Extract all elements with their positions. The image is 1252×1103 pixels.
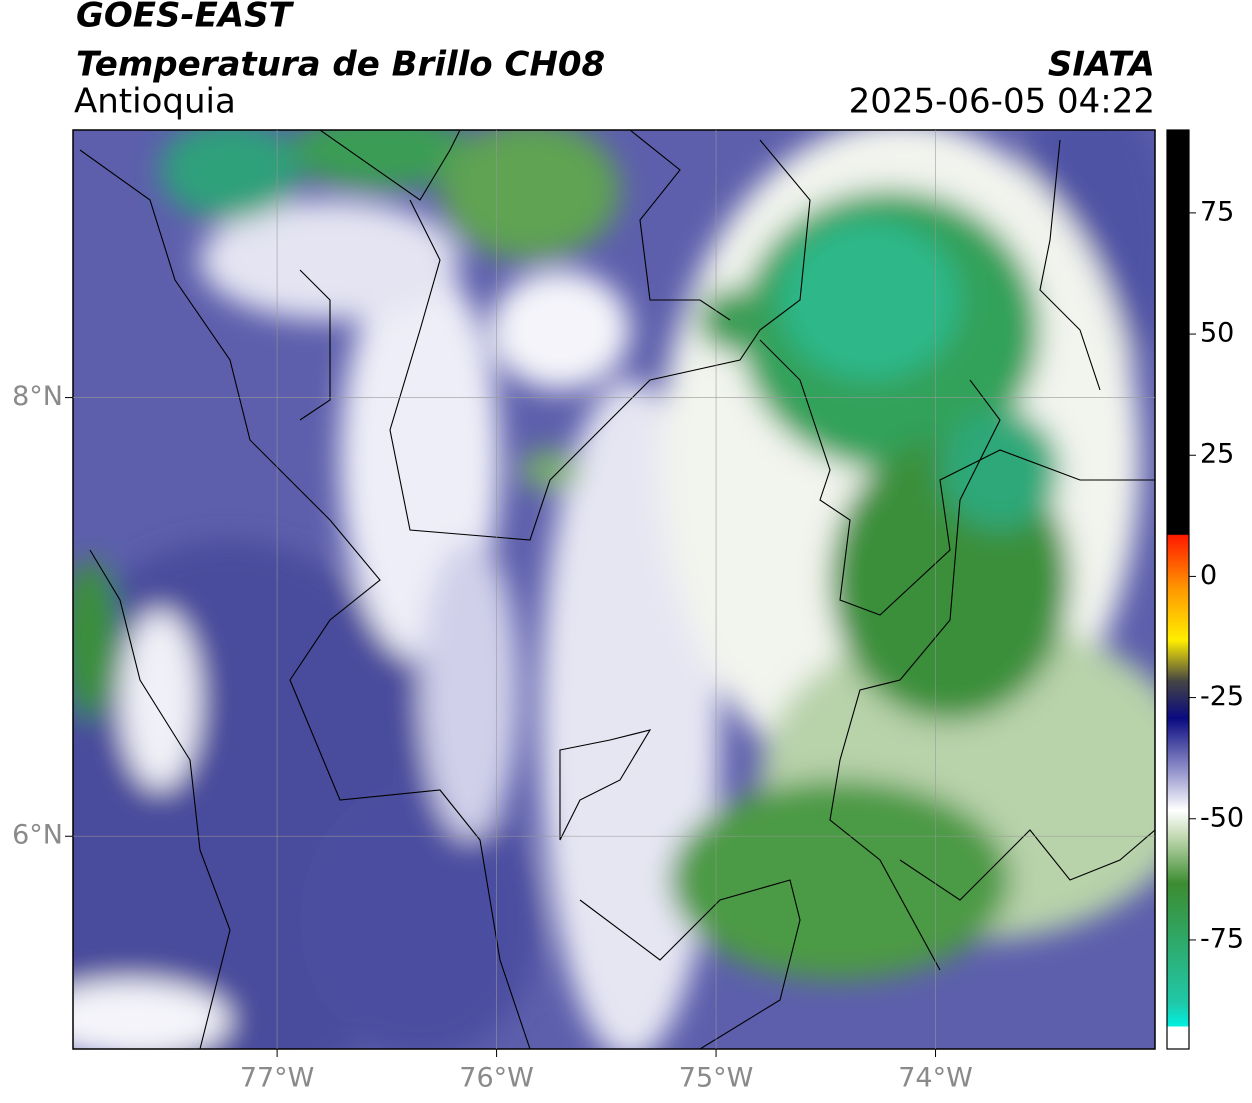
y-tick-label: 6°N <box>12 820 63 851</box>
map-frame <box>72 129 1156 1050</box>
x-tick-label: 76°W <box>459 1063 534 1094</box>
x-tick-label: 77°W <box>240 1063 315 1094</box>
region: Antioquia <box>74 82 236 122</box>
datetime: 2025-06-05 04:22 <box>849 82 1155 122</box>
x-tick-label: 75°W <box>679 1063 754 1094</box>
x-tick-label: 74°W <box>898 1063 973 1094</box>
satellite-image <box>73 130 1155 1049</box>
colorbar-label: -25 <box>1200 681 1244 712</box>
colorbar-label: 25 <box>1200 439 1234 470</box>
title: GOES-EAST <box>76 0 295 36</box>
subtitle: Temperatura de Brillo CH08 <box>76 45 605 85</box>
colorbar-label: 0 <box>1200 560 1217 591</box>
colorbar-label: -75 <box>1200 923 1244 954</box>
colorbar <box>1166 129 1190 1050</box>
source: SIATA <box>1048 45 1155 85</box>
colorbar-label: 75 <box>1200 196 1234 227</box>
y-tick-label: 8°N <box>12 381 63 412</box>
colorbar-label: -50 <box>1200 802 1244 833</box>
colorbar-label: 50 <box>1200 318 1234 349</box>
